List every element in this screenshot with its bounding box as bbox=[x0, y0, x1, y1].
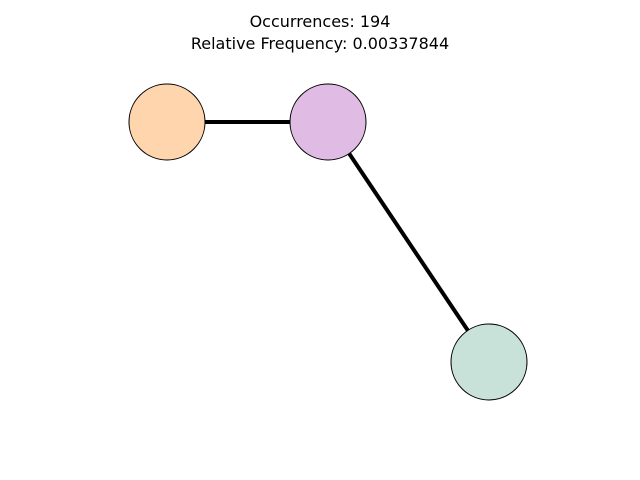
title-occurrences: Occurrences: 194 bbox=[249, 12, 391, 31]
nodes-layer bbox=[128, 83, 528, 401]
edge-b-c bbox=[326, 120, 491, 364]
title-relative-frequency: Relative Frequency: 0.00337844 bbox=[190, 34, 450, 53]
node-b bbox=[289, 83, 367, 161]
node-a bbox=[128, 83, 206, 161]
node-c bbox=[450, 323, 528, 401]
